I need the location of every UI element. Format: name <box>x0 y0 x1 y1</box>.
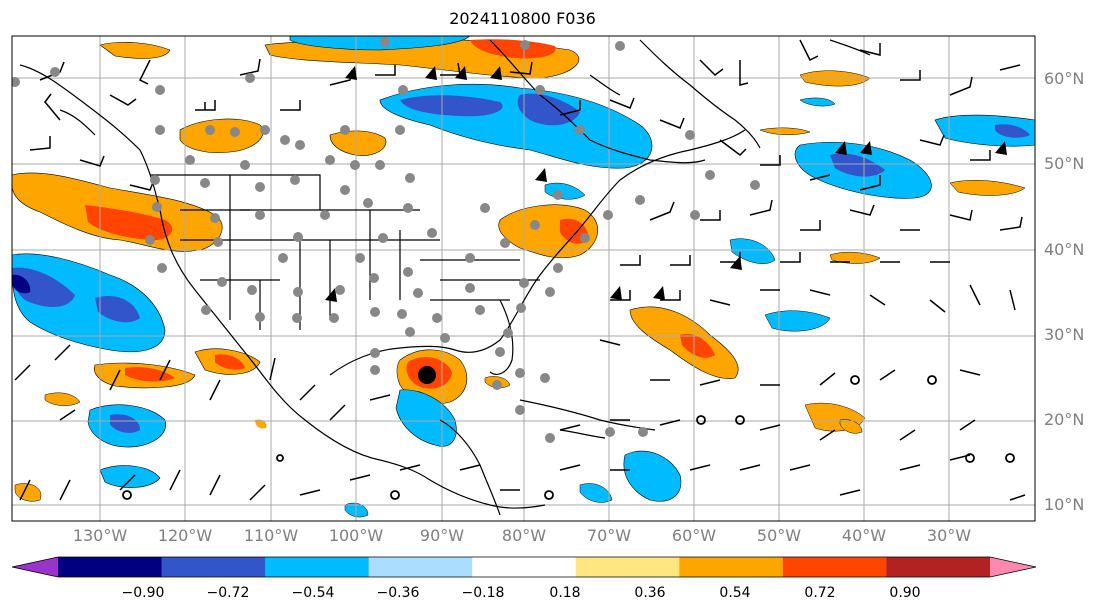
map-frame <box>11 35 1036 522</box>
colorbar-outline <box>11 556 1037 578</box>
colorbar-tick-label: 0.90 <box>889 585 921 601</box>
lon-label: 50°W <box>756 526 802 545</box>
storm-center-marker <box>418 366 436 384</box>
shaded-fields <box>12 36 1035 518</box>
lon-label: 90°W <box>419 526 465 545</box>
colorbar-swatch <box>886 557 991 577</box>
lon-label: 120°W <box>157 526 213 545</box>
colorbar-swatch <box>58 557 163 577</box>
lat-label: 50°N <box>1044 154 1085 173</box>
colorbar-tick-label: −0.36 <box>376 585 420 601</box>
lat-label: 60°N <box>1044 69 1085 88</box>
lon-label: 40°W <box>841 526 887 545</box>
colorbar-swatch <box>265 557 370 577</box>
colorbar-tick-label: 0.18 <box>549 585 581 601</box>
colorbar-tick-label: −0.72 <box>206 585 250 601</box>
colorbar-tick-label: −0.90 <box>121 585 165 601</box>
lat-label: 30°N <box>1044 325 1085 344</box>
lon-label: 130°W <box>72 526 128 545</box>
lat-label: 40°N <box>1044 240 1085 259</box>
calm-wind-markers <box>122 375 1015 500</box>
lon-label: 70°W <box>586 526 632 545</box>
wind-barbs <box>14 39 1026 501</box>
colorbar-tick-label: −0.54 <box>291 585 335 601</box>
colorbar-swatch <box>679 557 784 577</box>
colorbar-tick-label: 0.54 <box>719 585 751 601</box>
colorbar-tick-label: 0.36 <box>634 585 666 601</box>
colorbar-swatch <box>472 557 577 577</box>
coastlines <box>19 39 871 516</box>
lat-label: 10°N <box>1044 495 1085 514</box>
colorbar-tick-label: 0.72 <box>804 585 836 601</box>
colorbar-swatch <box>782 557 887 577</box>
map-title: 2024110800 F036 <box>449 9 596 28</box>
colorbar <box>11 556 1037 578</box>
colorbar-swatch <box>575 557 680 577</box>
lon-label: 30°W <box>926 526 972 545</box>
colorbar-over-arrow <box>990 557 1036 577</box>
lon-label: 80°W <box>501 526 547 545</box>
colorbar-swatch <box>161 557 266 577</box>
colorbar-tick-label: −0.18 <box>461 585 505 601</box>
lat-label: 20°N <box>1044 410 1085 429</box>
colorbar-under-arrow <box>12 557 58 577</box>
lon-label: 100°W <box>328 526 384 545</box>
wind-flags <box>325 66 1007 302</box>
station-markers <box>12 37 760 443</box>
colorbar-swatch <box>368 557 473 577</box>
lon-label: 110°W <box>243 526 299 545</box>
lon-label: 60°W <box>671 526 717 545</box>
graticule <box>12 36 1035 521</box>
